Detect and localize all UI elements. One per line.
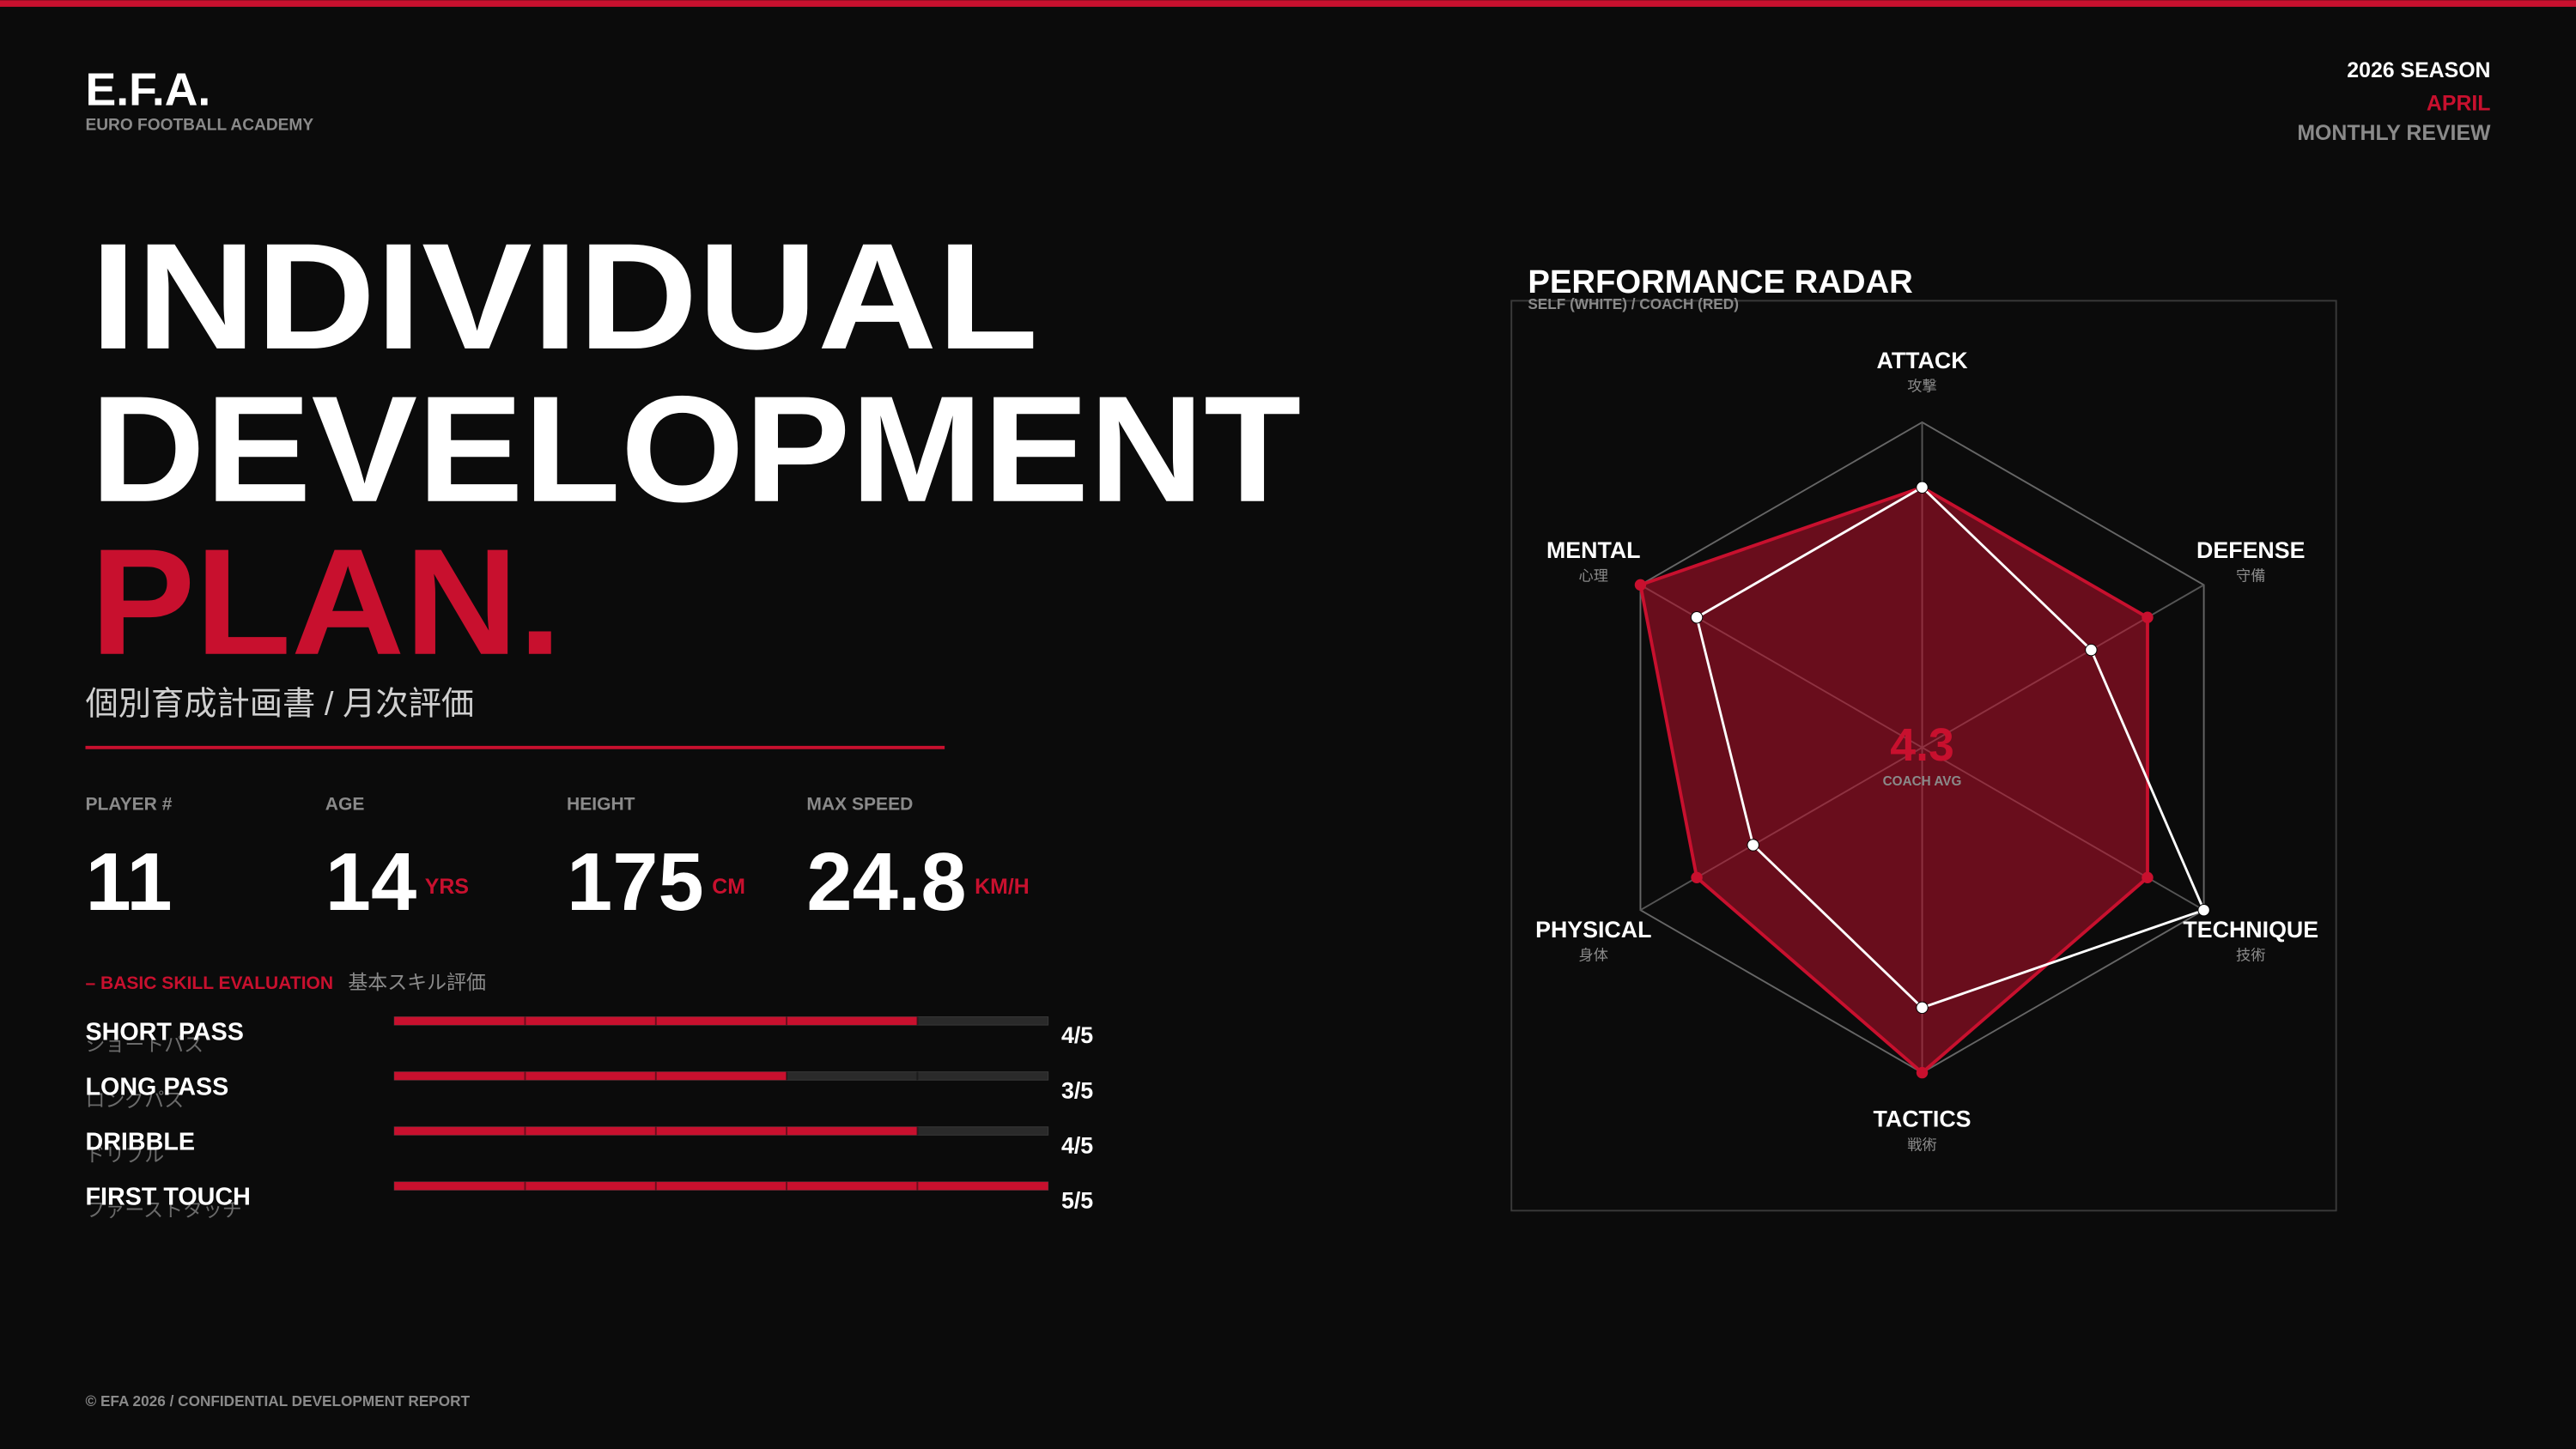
stat-value: 14 <box>325 836 416 928</box>
month: APRIL <box>2427 91 2491 115</box>
axis-sublabel: 守備 <box>2236 567 2265 585</box>
skill-subtitle: ドリブル <box>85 1143 164 1166</box>
title-line: INDIVIDUAL <box>90 213 1038 381</box>
stat-label: MAX SPEED <box>806 794 913 814</box>
radar-point <box>1747 839 1759 852</box>
radar-panel <box>1510 300 2337 1212</box>
stat-value: 11 <box>85 836 172 928</box>
radar-title: PERFORMANCE RADAR <box>1528 264 1912 300</box>
radar-point <box>1690 611 1704 624</box>
stat-value: 24.8 <box>806 836 966 928</box>
skill-label: FIRST TOUCH <box>85 1184 250 1211</box>
axis-sublabel: 戦術 <box>1907 1137 1936 1154</box>
logo: E.F.A. <box>85 65 210 116</box>
radar-subtitle: SELF (WHITE) / COACH (RED) <box>1528 295 1739 312</box>
section-subtitle: 基本スキル評価 <box>348 971 486 993</box>
stat-unit: KM/H <box>975 875 1030 899</box>
skill-subtitle: ファーストタッチ <box>85 1198 241 1221</box>
season: 2026 SEASON <box>2347 58 2490 82</box>
axis-sublabel: 技術 <box>2236 947 2265 964</box>
skill-subtitle: ロングパス <box>85 1088 184 1111</box>
stat-unit: CM <box>712 875 745 899</box>
skill-subtitle: ショートパス <box>85 1034 204 1056</box>
stat-value: 175 <box>567 836 704 928</box>
axis-label: TECHNIQUE <box>2183 917 2318 943</box>
stat-label: HEIGHT <box>567 794 635 814</box>
skill-score: 5/5 <box>1061 1187 1093 1213</box>
radar-point <box>2142 611 2154 623</box>
axis-sublabel: 身体 <box>1579 947 1608 964</box>
skill-bar <box>394 1071 787 1081</box>
radar-point <box>1916 1066 1929 1079</box>
axis-label: PHYSICAL <box>1535 917 1651 943</box>
review: MONTHLY REVIEW <box>2297 121 2491 145</box>
radar-point <box>1691 871 1703 884</box>
stat-unit: YRS <box>425 875 469 899</box>
title-line: DEVELOPMENT <box>90 366 1301 534</box>
axis-label: TACTICS <box>1874 1106 1971 1132</box>
radar-point <box>1916 481 1929 494</box>
radar-point <box>2142 871 2154 884</box>
radar-point <box>1634 579 1647 591</box>
stat-label: PLAYER # <box>85 794 172 814</box>
skill-bar <box>394 1181 1048 1191</box>
top-accent-bar <box>0 0 2576 7</box>
title-subtitle: 個別育成計画書 / 月次評価 <box>85 686 474 723</box>
section-title: – BASIC SKILL EVALUATION <box>85 973 333 993</box>
footer: © EFA 2026 / CONFIDENTIAL DEVELOPMENT RE… <box>85 1392 470 1410</box>
skill-score: 4/5 <box>1061 1022 1093 1048</box>
skill-score: 3/5 <box>1061 1077 1093 1103</box>
radar-point <box>2197 904 2210 917</box>
axis-label: MENTAL <box>1546 537 1641 563</box>
axis-label: DEFENSE <box>2196 537 2305 563</box>
radar-point <box>2085 643 2098 657</box>
skill-label: SHORT PASS <box>85 1018 243 1046</box>
skill-label: DRIBBLE <box>85 1129 194 1156</box>
center-value: 4.3 <box>1890 720 1953 771</box>
title-accent: PLAN. <box>90 518 562 687</box>
logo-subtitle: EURO FOOTBALL ACADEMY <box>85 116 313 134</box>
skill-score: 4/5 <box>1061 1132 1093 1158</box>
axis-label: ATTACK <box>1876 348 1968 373</box>
center-label: COACH AVG <box>1883 774 1962 789</box>
radar-point <box>1916 1001 1929 1015</box>
axis-sublabel: 攻撃 <box>1907 378 1936 395</box>
axis-sublabel: 心理 <box>1579 567 1608 585</box>
skill-label: LONG PASS <box>85 1073 228 1100</box>
stat-label: AGE <box>325 794 365 814</box>
